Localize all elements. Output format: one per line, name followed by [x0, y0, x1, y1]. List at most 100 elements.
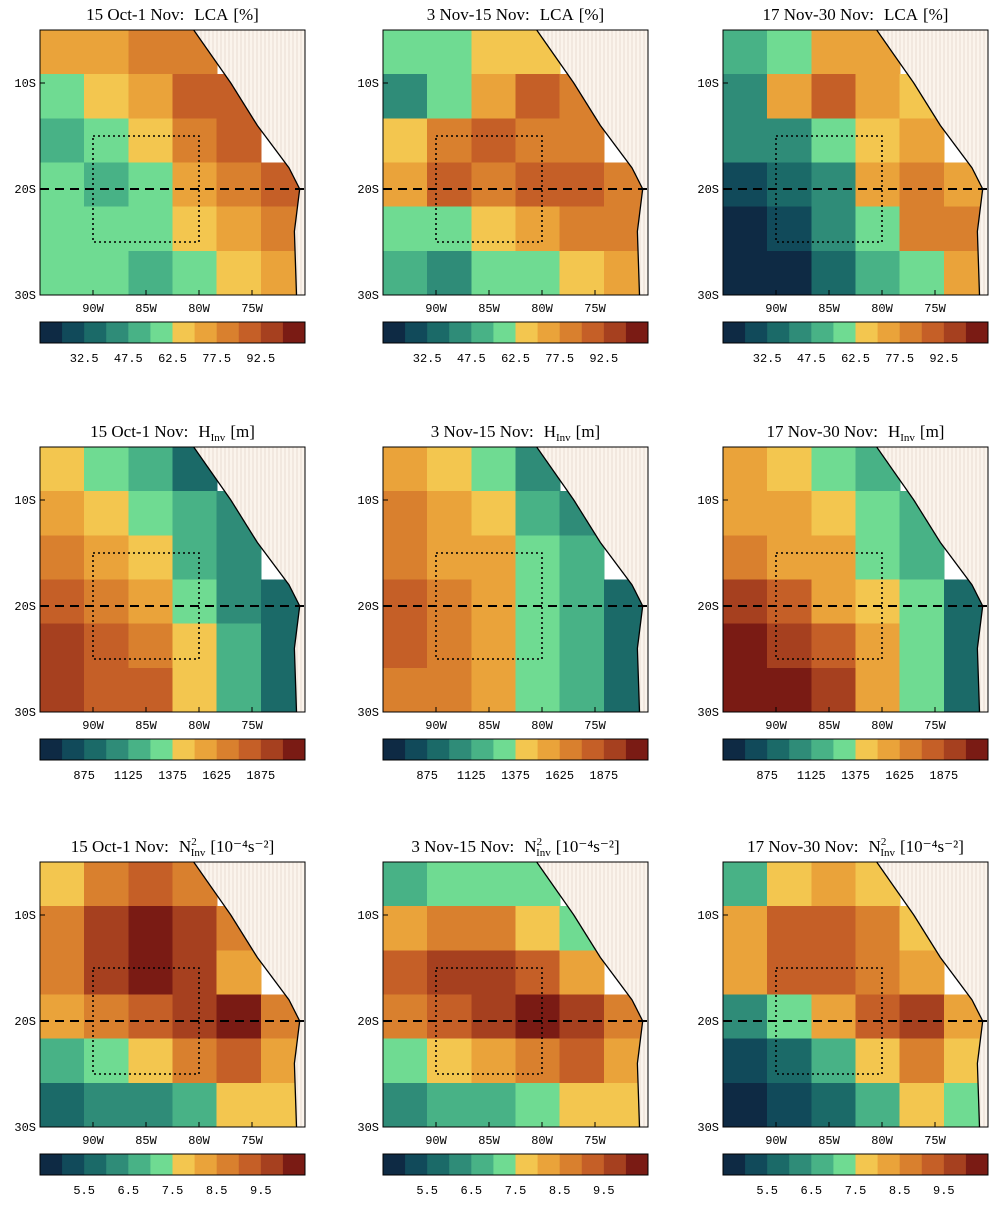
- map-panel: 17 Nov-30 Nov: N2 Inv [10⁻⁴s⁻²] 10S 20S 30S 90W…: [697, 836, 989, 1198]
- field-cell: [855, 906, 901, 951]
- colorbar-bin: [383, 1154, 406, 1175]
- field-cell: [723, 447, 768, 492]
- x-tick-label: 90W: [765, 719, 787, 733]
- title-period: 3 Nov-15 Nov:: [427, 5, 530, 24]
- field-cell: [383, 162, 428, 208]
- colorbar-bin: [745, 1154, 768, 1175]
- field-cell: [811, 1082, 857, 1128]
- colorbar-bin: [216, 322, 240, 343]
- field-cell: [471, 579, 517, 625]
- field-cell: [471, 250, 517, 296]
- colorbar-bin: [877, 1154, 901, 1175]
- field-cell: [383, 74, 428, 119]
- colorbar-bin: [833, 322, 856, 343]
- colorbar-bin: [811, 322, 834, 343]
- colorbar-bin: [471, 1154, 494, 1175]
- field-cell: [383, 447, 428, 492]
- field-cell: [899, 535, 945, 581]
- colorbar-tick-label: 875: [416, 769, 438, 783]
- title-unit: [%]: [233, 5, 258, 24]
- colorbar-tick-label: 1375: [501, 769, 530, 783]
- field-cell: [427, 535, 472, 581]
- colorbar-bin: [921, 739, 945, 760]
- title-period: 3 Nov-15 Nov:: [411, 837, 514, 856]
- analysis-box: [92, 135, 200, 243]
- field-cell: [855, 162, 901, 208]
- y-tick-label: 30S: [697, 1121, 719, 1135]
- field-cell: [427, 667, 472, 713]
- colorbar-tick-label: 77.5: [545, 352, 574, 366]
- colorbar-tick-label: 6.5: [801, 1184, 823, 1198]
- field-cell: [471, 30, 517, 75]
- map-frame: [39, 29, 306, 296]
- field-cell: [723, 1038, 768, 1084]
- field-cell: [216, 950, 262, 996]
- field-cell: [471, 994, 517, 1040]
- field-cell: [427, 994, 472, 1040]
- colorbar-bin: [150, 1154, 173, 1175]
- field-cell: [767, 950, 812, 996]
- x-tick-label: 85W: [818, 719, 840, 733]
- colorbar-tick-label: 1875: [589, 769, 618, 783]
- map-frame: [39, 861, 306, 1128]
- map-frame: [722, 861, 989, 1128]
- field-cell: [723, 994, 768, 1040]
- title-period: 15 Oct-1 Nov:: [90, 422, 188, 441]
- colorbar-bin: [216, 739, 240, 760]
- colorbar-bin: [537, 1154, 561, 1175]
- colorbar-bin: [965, 322, 989, 343]
- colorbar-bin: [150, 739, 173, 760]
- colorbar-bin: [625, 739, 649, 760]
- field-cell: [40, 30, 85, 75]
- colorbar-tick-label: 7.5: [505, 1184, 527, 1198]
- x-tick-label: 80W: [531, 302, 553, 316]
- x-tick-label: 80W: [188, 302, 210, 316]
- colorbar-tick-label: 1125: [457, 769, 486, 783]
- colorbar-tick-label: 5.5: [416, 1184, 438, 1198]
- colorbar-bin: [603, 1154, 627, 1175]
- field-cell: [40, 950, 85, 996]
- field-cell: [216, 579, 262, 625]
- y-tick-label: 30S: [357, 1121, 379, 1135]
- field-cell: [723, 74, 768, 119]
- field-cell: [855, 623, 901, 669]
- colorbar-bin: [405, 1154, 428, 1175]
- field-cell: [383, 667, 428, 713]
- colorbar-bin: [515, 1154, 539, 1175]
- x-tick-label: 80W: [531, 719, 553, 733]
- colorbar-bin: [965, 1154, 989, 1175]
- colorbar-bin: [877, 322, 901, 343]
- x-tick-label: 85W: [135, 719, 157, 733]
- colorbar-bin: [216, 1154, 240, 1175]
- colorbar-tick-label: 875: [756, 769, 778, 783]
- field-cell: [427, 1038, 472, 1084]
- field-cell: [427, 1082, 472, 1128]
- y-tick-label: 30S: [14, 1121, 36, 1135]
- colorbar-bin: [723, 322, 746, 343]
- title-unit: [10⁻⁴s⁻²]: [900, 837, 964, 856]
- colorbar-bin: [106, 1154, 129, 1175]
- field-cell: [216, 1082, 262, 1128]
- field-cell: [515, 206, 561, 252]
- field-cell: [216, 994, 262, 1040]
- x-tick-label: 80W: [871, 1134, 893, 1148]
- field-cell: [128, 206, 174, 252]
- field-cell: [40, 118, 85, 164]
- field-cell: [128, 1082, 174, 1128]
- x-tick-label: 75W: [584, 302, 606, 316]
- title-unit: [%]: [579, 5, 604, 24]
- colorbar-frame: [382, 738, 649, 761]
- title-symbol: N: [524, 837, 536, 856]
- title-symbol: LCA: [540, 5, 575, 24]
- colorbar-bin: [194, 1154, 218, 1175]
- x-tick-label: 85W: [135, 302, 157, 316]
- field-cell: [383, 250, 428, 296]
- colorbar-tick-label: 47.5: [114, 352, 143, 366]
- field-cell: [40, 579, 85, 625]
- title-unit: [10⁻⁴s⁻²]: [210, 837, 274, 856]
- field-cell: [855, 74, 901, 119]
- colorbar-bin: [581, 739, 605, 760]
- title-symbol: N: [869, 837, 881, 856]
- colorbar-bin: [625, 322, 649, 343]
